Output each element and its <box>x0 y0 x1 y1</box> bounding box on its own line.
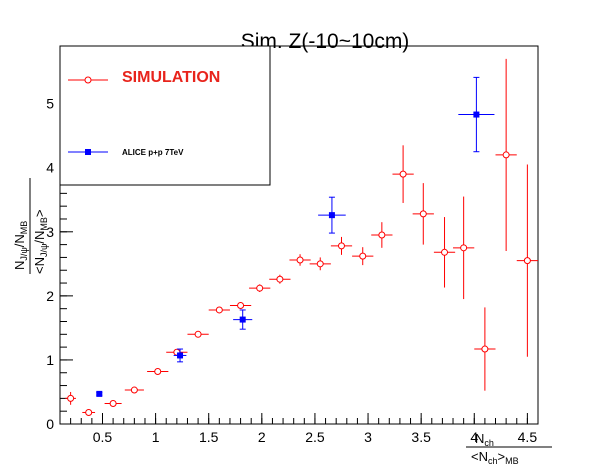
legend-label-alice: ALICE p+p 7TeV <box>122 148 184 157</box>
legend: SIMULATION ALICE p+p 7TeV <box>59 45 271 186</box>
marker-circle <box>67 394 75 402</box>
data-point <box>330 236 353 255</box>
marker-circle <box>109 399 117 407</box>
legend-marker-alice <box>68 149 108 155</box>
marker-circle <box>296 256 304 264</box>
y-tick-label: 1 <box>46 352 54 368</box>
marker-circle <box>85 408 93 416</box>
svg-text:<Nch>MB: <Nch>MB <box>471 449 519 465</box>
marker-circle <box>399 170 407 178</box>
svg-text:<NJ/ψ/NMB>: <NJ/ψ/NMB> <box>32 210 49 275</box>
marker-circle <box>154 367 162 375</box>
y-axis-label: NJ/ψ/NMB <NJ/ψ/NMB> <box>12 178 49 274</box>
marker-circle <box>194 330 202 338</box>
data-point <box>82 408 96 416</box>
marker-square <box>239 316 246 323</box>
data-point <box>233 309 253 330</box>
data-point <box>208 306 230 314</box>
series-alice-p-p-7tev <box>96 76 495 397</box>
x-tick-label: 3.5 <box>411 429 431 445</box>
marker-square <box>328 212 335 219</box>
legend-box <box>59 45 271 186</box>
data-point <box>65 391 76 405</box>
svg-text:NJ/ψ/NMB: NJ/ψ/NMB <box>12 221 29 270</box>
x-tick-label: 1.5 <box>199 429 219 445</box>
data-point <box>516 164 538 357</box>
chart-title: Sim. Z(-10~10cm) <box>241 30 410 53</box>
marker-circle <box>441 248 449 256</box>
x-tick-label: 0.5 <box>93 429 113 445</box>
x-tick-label: 4 <box>470 429 478 445</box>
data-point <box>104 399 122 407</box>
data-point <box>412 183 434 245</box>
data-point <box>474 307 496 391</box>
marker-circle <box>502 151 510 159</box>
legend-label-simulation: SIMULATION <box>122 69 220 86</box>
data-point <box>352 247 374 266</box>
data-point <box>166 348 188 356</box>
y-tick-label: 3 <box>46 224 54 240</box>
x-axis: 0.5 1 1.5 2 2.5 3 3.5 4 4.5 <box>59 413 539 445</box>
marker-circle <box>215 306 223 314</box>
x-tick-label: 2 <box>258 429 266 445</box>
data-point <box>453 196 475 300</box>
legend-marker-simulation <box>68 76 108 84</box>
data-point <box>187 330 209 338</box>
data-point <box>147 367 169 375</box>
marker-circle <box>460 244 468 252</box>
data-layer <box>65 58 538 416</box>
marker-square <box>177 352 184 359</box>
x-tick-label: 4.5 <box>518 429 538 445</box>
data-point <box>269 274 291 284</box>
data-point <box>495 58 517 252</box>
data-point <box>392 145 414 203</box>
data-point <box>318 196 346 234</box>
data-point <box>124 386 144 394</box>
marker-circle <box>481 345 489 353</box>
marker-circle <box>316 260 324 268</box>
x-axis-label: Nch <Nch>MB <box>466 431 552 465</box>
data-point <box>229 301 252 309</box>
y-tick-label: 4 <box>46 160 54 176</box>
marker-circle <box>523 257 531 265</box>
x-tick-label: 2.5 <box>305 429 325 445</box>
plot-frame <box>59 45 539 425</box>
marker-circle <box>256 284 264 292</box>
marker-square <box>96 390 103 397</box>
marker-circle <box>337 242 345 250</box>
series-simulation <box>65 58 538 416</box>
data-point <box>289 254 311 266</box>
marker-circle <box>419 210 427 218</box>
data-point <box>371 222 393 248</box>
marker-circle <box>276 275 284 283</box>
svg-text:Nch: Nch <box>475 431 494 448</box>
marker-circle <box>130 386 138 394</box>
y-tick-label: 0 <box>46 416 54 432</box>
y-tick-label: 2 <box>46 288 54 304</box>
data-point <box>458 76 495 153</box>
marker-circle <box>359 252 367 260</box>
x-tick-label: 3 <box>364 429 372 445</box>
data-point <box>309 257 331 271</box>
marker-square <box>473 111 480 118</box>
marker-circle <box>237 301 245 309</box>
y-tick-label: 5 <box>46 96 54 112</box>
marker-circle <box>378 231 386 239</box>
data-point <box>96 390 103 397</box>
data-point <box>173 348 187 363</box>
data-point <box>249 284 271 293</box>
data-point <box>433 217 456 288</box>
x-tick-label: 1 <box>152 429 160 445</box>
